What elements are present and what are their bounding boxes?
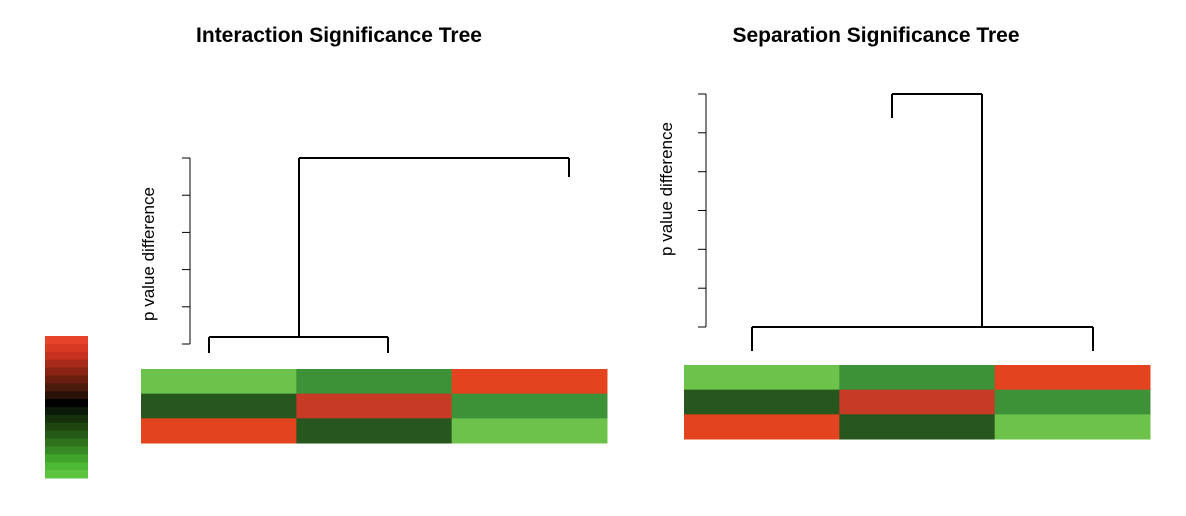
heatmap-cell (994, 414, 1151, 440)
heatmap-cell (141, 418, 297, 444)
heatmap-cell (296, 369, 453, 395)
color-scale-swatch (45, 367, 88, 376)
color-scale-swatch (45, 462, 88, 471)
interaction-tree-heatmap (141, 369, 608, 444)
color-scale-swatch (45, 336, 88, 345)
heatmap-cell (839, 389, 996, 415)
heatmap-cell (296, 418, 453, 444)
heatmap-cell (839, 365, 996, 391)
color-scale-swatch (45, 470, 88, 479)
color-scale-swatch (45, 399, 88, 408)
interaction-tree-title: Interaction Significance Tree (196, 24, 482, 47)
heatmap-cell (296, 393, 453, 419)
color-scale-swatch (45, 446, 88, 455)
color-scale-swatch (45, 422, 88, 432)
heatmap-cell (684, 414, 840, 440)
color-scale-swatch (45, 391, 88, 400)
separation-tree-y-axis (698, 93, 707, 328)
interaction-tree-ylabel: p value difference (139, 187, 158, 321)
separation-tree-panel: Separation Significance Tree p value dif… (657, 24, 1151, 440)
color-scale-swatch (45, 359, 88, 369)
color-scale-swatch (45, 430, 88, 440)
interaction-tree-panel: Interaction Significance Tree p value di… (139, 24, 608, 444)
heatmap-cell (141, 393, 297, 419)
color-scale-swatch (45, 414, 88, 424)
heatmap-cell (451, 418, 608, 444)
heatmap-cell (839, 414, 996, 440)
heatmap-cell (684, 365, 840, 391)
color-scale-swatch (45, 383, 88, 392)
color-scale-swatch (45, 407, 88, 416)
color-scale-swatch (45, 438, 88, 447)
color-scale-swatch (45, 343, 88, 353)
heatmap-cell (684, 389, 840, 415)
heatmap-cell (451, 393, 608, 419)
interaction-tree-y-axis (182, 157, 191, 345)
color-scale-swatch (45, 351, 88, 361)
color-scale-legend (45, 336, 88, 479)
separation-tree-title: Separation Significance Tree (732, 24, 1019, 47)
heatmap-cell (141, 369, 297, 395)
color-scale-swatch (45, 375, 88, 384)
interaction-tree-dendrogram (208, 157, 570, 353)
heatmap-cell (451, 369, 608, 395)
heatmap-cell (994, 389, 1151, 415)
color-scale-swatch (45, 454, 88, 463)
separation-tree-ylabel: p value difference (657, 122, 676, 256)
separation-tree-dendrogram (751, 93, 1094, 351)
separation-tree-heatmap (684, 365, 1151, 440)
heatmap-cell (994, 365, 1151, 391)
